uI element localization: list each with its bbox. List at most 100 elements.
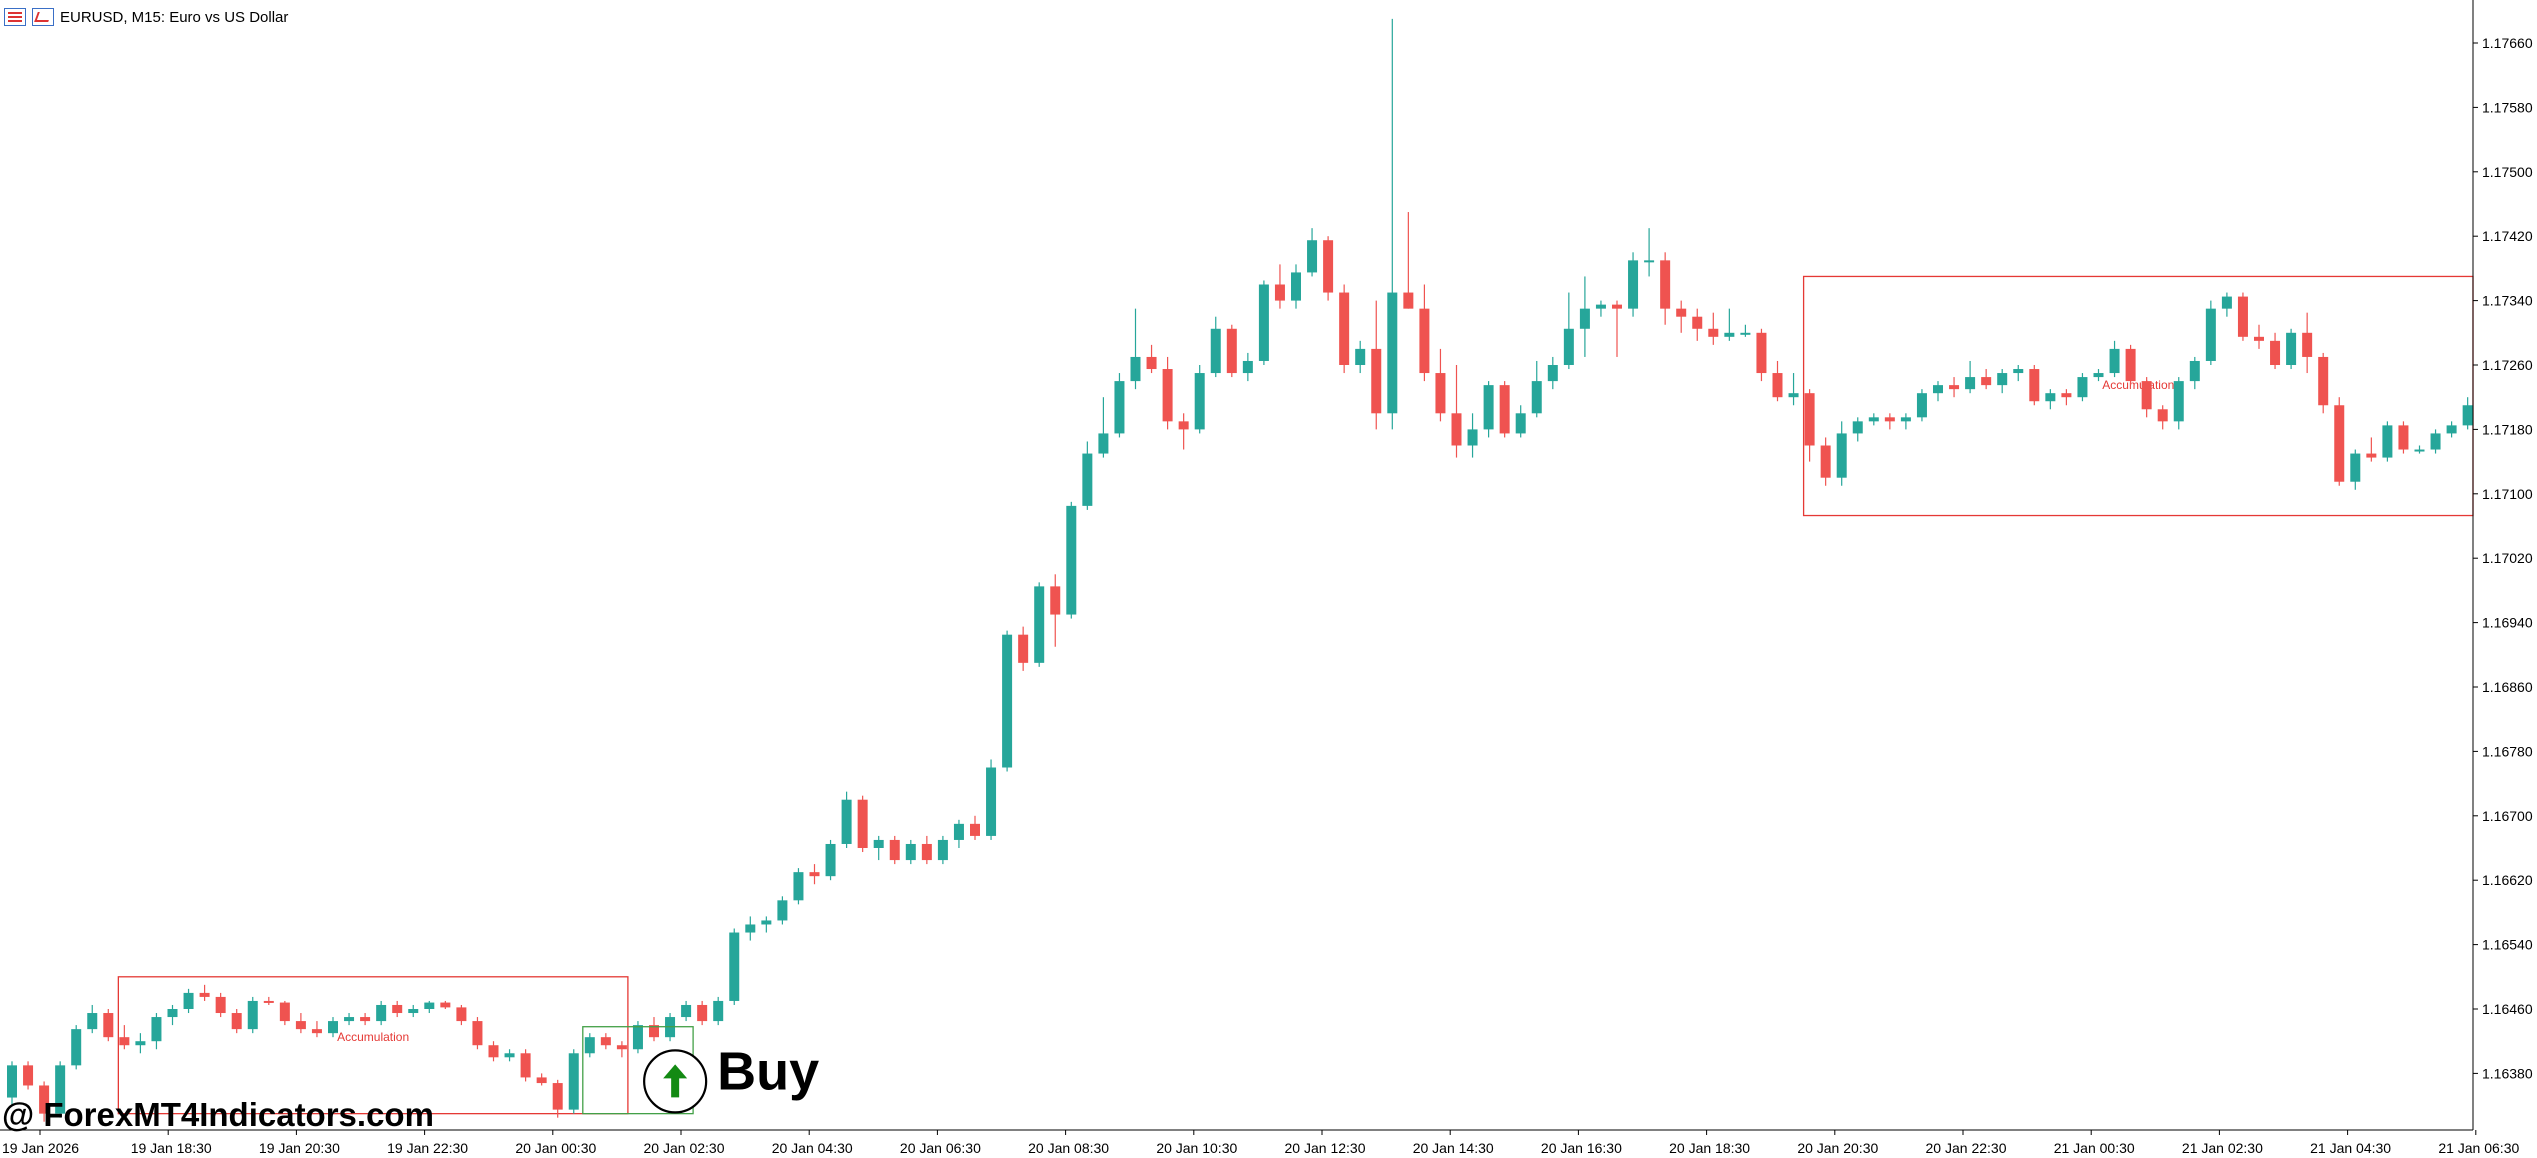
price-tick-label: 1.16540: [2482, 937, 2533, 953]
candle-body: [488, 1045, 499, 1058]
candle-body: [2173, 381, 2184, 422]
candle-body: [1226, 328, 1237, 374]
candle-body: [1804, 393, 1815, 446]
candle-body: [777, 900, 788, 921]
candle-body: [729, 932, 740, 1001]
candle-body: [2382, 425, 2393, 458]
time-tick-label: 20 Jan 02:30: [644, 1140, 725, 1156]
candle-body: [1547, 365, 1558, 382]
candle-body: [1178, 421, 1189, 430]
candle-body: [632, 1025, 643, 1050]
candle-body: [1644, 260, 1655, 263]
candle-body: [1034, 586, 1045, 663]
candle-body: [793, 872, 804, 901]
candle-body: [1307, 240, 1318, 273]
candle-body: [1852, 421, 1863, 434]
symbol-list-icon[interactable]: [4, 8, 26, 26]
time-tick-label: 21 Jan 02:30: [2182, 1140, 2263, 1156]
candle-body: [2270, 340, 2281, 365]
candle-body: [263, 1000, 274, 1003]
candle-body: [2221, 296, 2232, 309]
candle-body: [1146, 356, 1157, 370]
price-tick-label: 1.16460: [2482, 1001, 2533, 1017]
time-tick-label: 20 Jan 18:30: [1669, 1140, 1750, 1156]
candle-body: [1563, 328, 1574, 365]
chart-title-bar: EURUSD, M15: Euro vs US Dollar: [4, 6, 288, 28]
candle-body: [953, 823, 964, 840]
candle-body: [2045, 393, 2056, 402]
candle-body: [889, 839, 900, 861]
candle-body: [7, 1065, 17, 1098]
candle-body: [376, 1004, 387, 1022]
price-tick-label: 1.16860: [2482, 679, 2533, 695]
candle-body: [1949, 385, 1960, 390]
candle-body: [167, 1009, 178, 1018]
candle-body: [2109, 348, 2120, 374]
candle-body: [1676, 308, 1687, 317]
candle-body: [986, 767, 997, 836]
candle-body: [1339, 292, 1350, 365]
candle-body: [2366, 453, 2377, 458]
candle-body: [1403, 292, 1414, 309]
candle-body: [2061, 393, 2072, 398]
time-tick-label: 19 Jan 20:30: [259, 1140, 340, 1156]
chart-window-icon[interactable]: [32, 8, 54, 26]
time-tick-label: 20 Jan 12:30: [1285, 1140, 1366, 1156]
candle-body: [504, 1053, 515, 1058]
candle-body: [697, 1004, 708, 1022]
candle-body: [1965, 377, 1976, 390]
candle-body: [1884, 417, 1895, 422]
candle-body: [905, 843, 916, 861]
candle-body: [344, 1017, 355, 1022]
candle-body: [2462, 405, 2473, 426]
buy-arrow-icon: [663, 1064, 688, 1098]
watermark: @ ForexMT4Indicators.com: [2, 1096, 434, 1133]
candle-body: [841, 799, 852, 844]
candle-body: [1387, 292, 1398, 414]
candle-body: [1820, 445, 1831, 478]
candle-body: [279, 1002, 290, 1022]
candle-body: [1692, 316, 1703, 329]
candle-body: [247, 1000, 258, 1030]
candle-body: [103, 1013, 114, 1038]
candle-body: [1002, 634, 1013, 768]
candle-body: [408, 1009, 419, 1014]
buy-label: Buy: [717, 1041, 819, 1101]
candle-body: [568, 1053, 579, 1110]
price-tick-label: 1.17580: [2482, 99, 2533, 115]
time-tick-label: 20 Jan 10:30: [1156, 1140, 1237, 1156]
price-axis: 1.17660 1.17580 1.17500 1.17420 1.17340 1.172…: [2472, 0, 2533, 1130]
price-tick-label: 1.17020: [2482, 550, 2533, 566]
candle-body: [1595, 304, 1606, 309]
time-tick-label: 21 Jan 00:30: [2054, 1140, 2135, 1156]
candle-body: [1724, 332, 1735, 337]
zone-label: Accumulation: [337, 1030, 409, 1044]
candle-body: [1628, 260, 1639, 309]
candle-body: [970, 823, 980, 836]
time-tick-label: 21 Jan 04:30: [2310, 1140, 2391, 1156]
candle-body: [1355, 348, 1366, 365]
candle-body: [1098, 433, 1109, 454]
candle-body: [1933, 385, 1943, 394]
candle-body: [472, 1021, 483, 1046]
candle-body: [937, 839, 948, 861]
candle-body: [2334, 405, 2345, 482]
price-tick-label: 1.16620: [2482, 872, 2533, 888]
candle-body: [1612, 304, 1622, 309]
price-tick-label: 1.17180: [2482, 421, 2533, 437]
time-tick-label: 21 Jan 06:30: [2438, 1140, 2519, 1156]
candle-body: [1981, 377, 1992, 386]
candle-body: [151, 1017, 162, 1042]
candle-body: [713, 1000, 724, 1022]
candle-body: [135, 1041, 146, 1046]
accumulation-zone: [117, 976, 629, 1115]
candle-body: [55, 1065, 66, 1114]
candle-body: [1515, 413, 1526, 434]
overlay-layer: Buy: [582, 1026, 819, 1115]
price-tick-label: 1.16380: [2482, 1065, 2533, 1081]
candle-body: [1323, 240, 1334, 293]
candle-body: [2093, 373, 2104, 378]
candle-body: [825, 843, 836, 877]
candle-body: [360, 1017, 371, 1022]
